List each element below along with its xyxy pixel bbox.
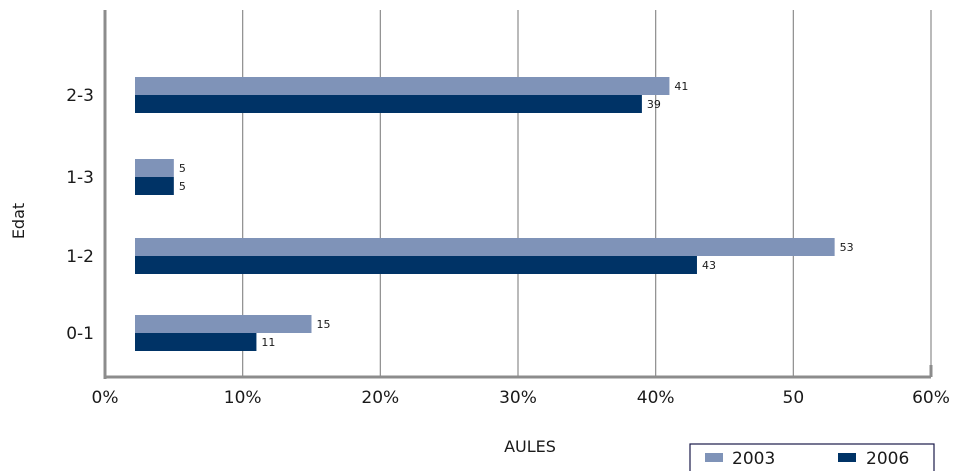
bar-2003-2-3: [135, 77, 670, 95]
bar-2006-2-3: [135, 95, 642, 113]
x-tick-label: 20%: [361, 388, 399, 408]
y-axis-title: Edat: [9, 203, 28, 239]
legend-swatch-2006: [838, 453, 856, 462]
bar-2006-0-1: [135, 333, 257, 351]
data-label-2006-1-3: 5: [179, 180, 186, 193]
bar-2003-1-3: [135, 159, 174, 177]
data-label-2003-1-3: 5: [179, 162, 186, 175]
y-tick-label: 0-1: [66, 324, 94, 344]
x-tick-label: 30%: [499, 388, 537, 408]
bar-2006-1-2: [135, 256, 697, 274]
x-axis-title: AULES: [504, 437, 556, 456]
data-labels: 15 11 53 43 5 5 41 39: [179, 80, 854, 349]
gridlines: [242, 10, 932, 377]
y-tick-label: 2-3: [66, 86, 94, 106]
axes: [103, 10, 933, 379]
y-tick-label: 1-2: [66, 247, 94, 267]
y-tick-labels: 0-1 1-2 1-3 2-3: [66, 86, 94, 344]
data-label-2003-2-3: 41: [674, 80, 688, 93]
x-tick-label: 60%: [912, 388, 950, 408]
data-label-2003-0-1: 15: [317, 318, 331, 331]
legend-box: [689, 443, 935, 471]
x-tick-label: 50: [783, 388, 805, 408]
x-tick-label: 40%: [637, 388, 675, 408]
x-tick-label: 0%: [92, 388, 119, 408]
x-tick-label: 10%: [224, 388, 262, 408]
bar-2003-0-1: [135, 315, 312, 333]
legend-swatch-2003: [705, 453, 723, 462]
data-label-2006-2-3: 39: [647, 98, 661, 111]
legend-label-2003: 2003: [732, 449, 775, 469]
data-label-2003-1-2: 53: [840, 241, 854, 254]
bars: [135, 77, 835, 351]
legend: 2003 2006: [689, 443, 935, 471]
data-label-2006-0-1: 11: [261, 336, 275, 349]
bar-2003-1-2: [135, 238, 835, 256]
y-tick-label: 1-3: [66, 168, 94, 188]
bar-2006-1-3: [135, 177, 174, 195]
x-tick-labels: 0% 10% 20% 30% 40% 50 60%: [92, 388, 950, 408]
legend-label-2006: 2006: [866, 449, 909, 469]
data-label-2006-1-2: 43: [702, 259, 716, 272]
